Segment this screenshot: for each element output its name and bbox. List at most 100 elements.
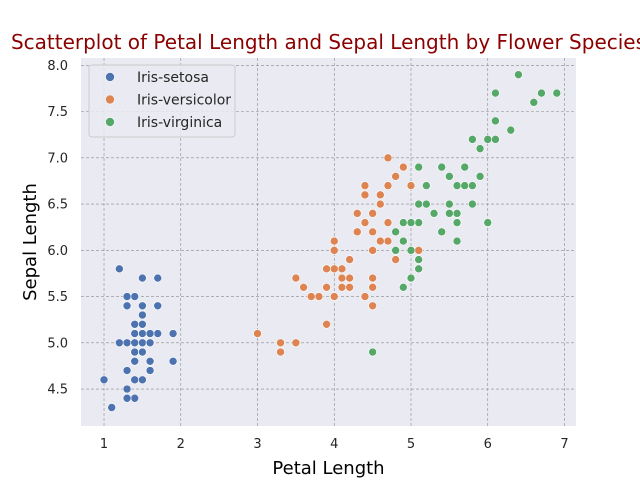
data-point xyxy=(276,338,285,348)
data-point xyxy=(368,246,377,255)
data-point xyxy=(422,199,431,209)
data-point xyxy=(383,218,393,227)
data-point xyxy=(122,338,132,348)
y-axis-label: Sepal Length xyxy=(20,183,41,301)
data-point xyxy=(491,88,500,98)
data-point xyxy=(483,218,493,227)
data-point xyxy=(460,162,470,172)
legend: Iris-setosa Iris-versicolor Iris-virginica xyxy=(88,64,236,138)
data-point xyxy=(153,301,163,311)
data-point xyxy=(383,181,393,190)
x-tick-label: 6 xyxy=(484,437,492,452)
data-point xyxy=(437,227,446,237)
series-iris-virginica xyxy=(368,70,562,357)
data-point xyxy=(376,199,385,209)
data-point xyxy=(383,236,393,246)
data-point xyxy=(452,209,462,218)
data-point xyxy=(115,264,124,274)
x-axis-ticks: 1 2 3 4 5 6 7 xyxy=(100,437,569,452)
data-point xyxy=(406,246,416,255)
data-point xyxy=(138,375,147,385)
data-point xyxy=(414,199,423,209)
data-point xyxy=(253,329,262,338)
data-point xyxy=(345,273,354,283)
data-point xyxy=(506,125,516,135)
data-point xyxy=(138,319,147,329)
data-point xyxy=(107,403,116,412)
data-point xyxy=(406,273,416,283)
series-iris-setosa xyxy=(99,264,178,412)
data-point xyxy=(437,162,446,172)
data-point xyxy=(122,366,132,375)
data-point xyxy=(383,153,393,163)
data-point xyxy=(168,356,178,366)
y-tick-label: 7.5 xyxy=(47,105,68,120)
data-point xyxy=(138,347,147,357)
data-point xyxy=(276,347,285,357)
data-point xyxy=(299,283,308,292)
y-tick-label: 5.0 xyxy=(47,336,68,351)
data-point xyxy=(475,144,485,153)
data-point xyxy=(329,236,339,246)
data-point xyxy=(445,199,454,209)
data-point xyxy=(452,236,462,246)
data-point xyxy=(329,292,339,301)
data-point xyxy=(291,273,301,283)
data-point xyxy=(391,227,400,237)
data-point xyxy=(99,375,109,385)
data-point xyxy=(138,301,147,311)
y-axis-ticks: 4.5 5.0 5.5 6.0 6.5 7.0 7.5 8.0 xyxy=(47,59,68,398)
data-point xyxy=(130,375,140,385)
data-point xyxy=(452,181,462,190)
data-point xyxy=(391,255,400,264)
data-point xyxy=(337,273,347,283)
legend-marker xyxy=(105,94,115,105)
series-iris-versicolor xyxy=(253,153,423,357)
data-point xyxy=(145,329,155,338)
data-point xyxy=(414,246,423,255)
data-point xyxy=(406,218,416,227)
data-point xyxy=(452,218,462,227)
data-point xyxy=(130,347,140,357)
data-point xyxy=(329,264,339,274)
data-point xyxy=(345,283,354,292)
data-point xyxy=(337,264,347,274)
data-point xyxy=(529,98,539,107)
data-point xyxy=(376,190,385,200)
data-point xyxy=(376,236,385,246)
data-point xyxy=(429,209,439,218)
data-point xyxy=(122,393,132,403)
data-point xyxy=(391,172,400,181)
data-point xyxy=(122,301,132,311)
x-tick-label: 2 xyxy=(177,437,185,452)
data-point xyxy=(491,116,500,126)
data-point xyxy=(138,329,147,338)
data-point xyxy=(468,135,477,144)
data-point xyxy=(360,190,370,200)
data-point xyxy=(537,88,546,98)
data-point xyxy=(483,135,493,144)
data-point xyxy=(322,283,331,292)
y-tick-label: 6.5 xyxy=(47,198,68,213)
data-point xyxy=(122,292,132,301)
data-point xyxy=(122,384,132,394)
data-point xyxy=(138,273,147,283)
data-point xyxy=(329,246,339,255)
data-point xyxy=(368,347,377,357)
data-point xyxy=(130,292,140,301)
legend-label: Iris-versicolor xyxy=(137,93,231,109)
data-point xyxy=(475,172,485,181)
data-point xyxy=(414,255,423,264)
x-tick-label: 4 xyxy=(330,437,338,452)
data-point xyxy=(115,338,124,348)
data-point xyxy=(360,181,370,190)
x-tick-label: 5 xyxy=(407,437,415,452)
y-tick-label: 4.5 xyxy=(47,383,68,398)
data-point xyxy=(368,227,377,237)
legend-label: Iris-setosa xyxy=(137,70,209,86)
x-axis-label: Petal Length xyxy=(272,458,384,479)
data-point xyxy=(130,338,140,348)
data-point xyxy=(360,292,370,301)
data-point xyxy=(368,209,377,218)
